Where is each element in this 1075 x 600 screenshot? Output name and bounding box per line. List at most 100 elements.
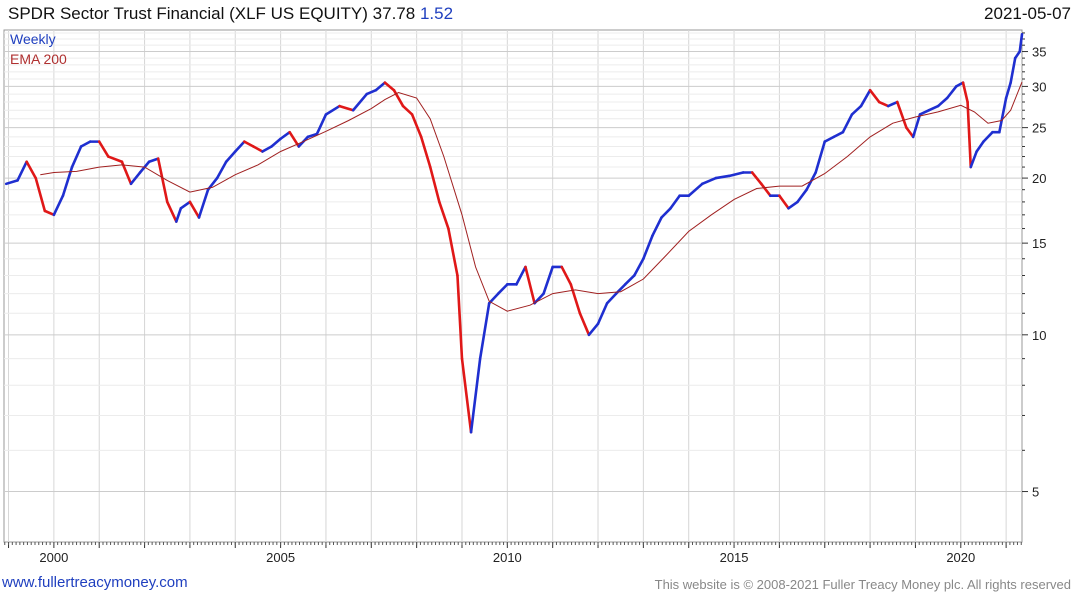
price-segment <box>998 96 1008 134</box>
y-tick-label: 5 <box>1032 485 1039 500</box>
price-segment <box>419 135 432 169</box>
price-segment <box>605 292 618 305</box>
legend-weekly: Weekly <box>10 31 56 47</box>
price-segment <box>215 160 228 180</box>
price-segment <box>982 130 994 143</box>
y-tick-label: 30 <box>1032 79 1046 94</box>
copyright-notice: This website is © 2008-2021 Fuller Treac… <box>654 577 1071 592</box>
security-name: SPDR Sector Trust Financial (XLF US EQUI… <box>8 4 368 23</box>
price-segment <box>714 174 731 180</box>
price-segment <box>1009 56 1017 84</box>
price-segment <box>905 126 915 139</box>
price-segment <box>383 81 396 92</box>
price-segment <box>896 100 908 129</box>
price-segment <box>642 234 654 261</box>
price-segment <box>315 113 328 136</box>
price-segment <box>911 113 922 139</box>
price-segment <box>188 200 201 219</box>
price-segment <box>787 200 799 210</box>
price-segment <box>832 130 845 139</box>
x-tick-label: 2015 <box>720 550 749 565</box>
price-change: 1.52 <box>419 4 454 23</box>
price-segment <box>961 81 969 104</box>
price-segment <box>224 150 237 164</box>
price-segment <box>52 194 65 217</box>
price-segment <box>243 140 255 148</box>
price-segment <box>496 283 509 295</box>
price-segment <box>25 160 38 180</box>
price-segment <box>1013 50 1022 60</box>
price-segment <box>569 283 582 315</box>
price-segment <box>365 88 378 96</box>
price-segment <box>841 113 854 134</box>
price-segment <box>778 194 790 210</box>
price-segment <box>859 88 872 108</box>
price-segment <box>632 257 645 277</box>
price-segment <box>796 188 808 204</box>
price-segment <box>515 265 527 286</box>
price-segment <box>460 357 473 434</box>
price-segment <box>587 322 600 337</box>
price-segment <box>4 179 19 186</box>
price-segment <box>623 274 636 286</box>
price-segment <box>651 216 663 238</box>
y-tick-label: 10 <box>1032 328 1046 343</box>
price-segment <box>306 132 319 139</box>
price-segment <box>129 171 142 186</box>
price-segment <box>1018 32 1024 53</box>
price-segment <box>728 171 745 178</box>
y-tick-label: 20 <box>1032 171 1046 186</box>
price-segment <box>759 182 772 198</box>
price-segment <box>261 145 273 153</box>
price-segment <box>97 140 110 158</box>
price-segment <box>542 265 554 295</box>
price-segment <box>79 140 92 148</box>
price-segment <box>252 145 264 153</box>
price-segment <box>560 265 573 286</box>
price-segment <box>438 200 450 230</box>
price-segment <box>233 140 246 153</box>
price-segment <box>156 157 169 204</box>
price-segment <box>279 130 291 141</box>
price-segment <box>270 137 282 148</box>
price-segment <box>179 200 192 210</box>
website-link[interactable]: www.fullertreacymoney.com <box>2 574 188 591</box>
ema-line <box>40 81 1023 312</box>
price-segment <box>428 165 441 204</box>
price-segment <box>374 81 387 92</box>
price-segment <box>823 135 836 143</box>
price-segment <box>401 104 414 116</box>
y-tick-label: 25 <box>1032 121 1046 136</box>
x-tick-label: 2020 <box>946 550 975 565</box>
y-tick-label: 35 <box>1032 45 1046 60</box>
price-segment <box>524 265 536 305</box>
price-segment <box>338 104 355 112</box>
plot-frame <box>3 29 1023 543</box>
price-segment <box>936 96 949 108</box>
price-segment <box>456 274 464 360</box>
price-segment <box>165 200 178 223</box>
chart-header: SPDR Sector Trust Financial (XLF US EQUI… <box>8 4 453 24</box>
price-segment <box>945 85 958 100</box>
price-segment <box>351 92 369 112</box>
price-segment <box>43 209 56 217</box>
price-segment <box>596 301 609 326</box>
price-segment <box>814 140 827 174</box>
price-segment <box>106 155 124 164</box>
price-segment <box>147 157 160 164</box>
price-segment <box>1004 81 1012 100</box>
last-price: 37.78 <box>372 4 416 23</box>
price-segment <box>16 160 28 182</box>
price-segment <box>175 206 183 223</box>
price-segment <box>966 100 973 169</box>
price-segment <box>660 206 672 219</box>
price-segment <box>469 357 482 434</box>
price-segment <box>975 140 985 153</box>
price-segment <box>886 100 899 108</box>
price-segment <box>918 108 931 116</box>
y-tick-label: 15 <box>1032 236 1046 251</box>
price-segment <box>478 301 491 360</box>
chart-date: 2021-05-07 <box>984 4 1071 23</box>
price-segment <box>927 104 940 112</box>
price-segment <box>410 113 423 139</box>
